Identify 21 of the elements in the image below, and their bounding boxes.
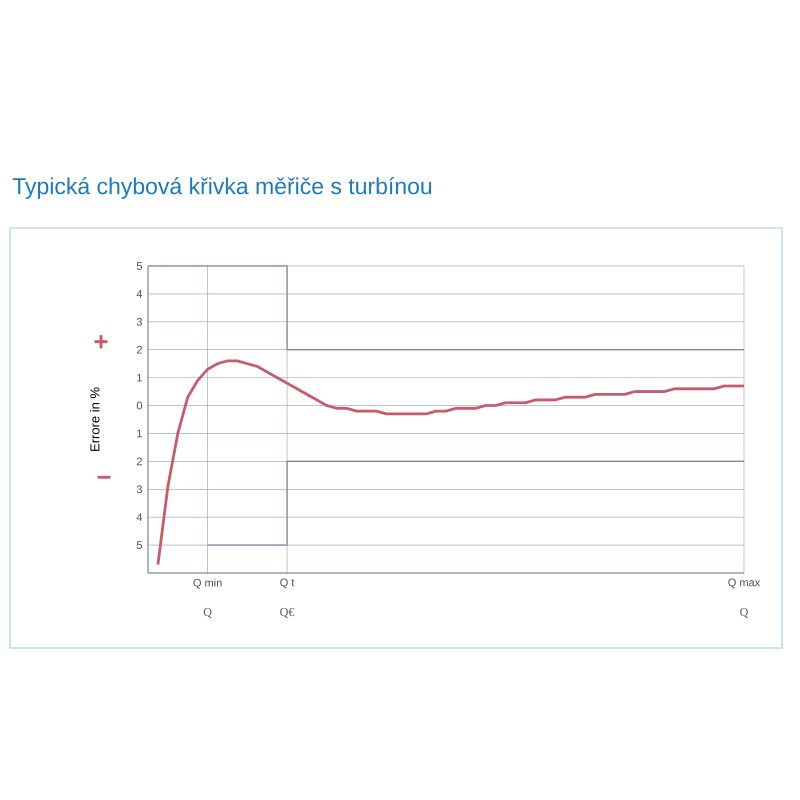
y-tick-label: 5 xyxy=(136,541,142,549)
y-axis-title: Errore in % xyxy=(90,387,100,451)
chart-title: Typická chybová křivka měřiče s turbínou xyxy=(12,177,432,199)
y-tick-label: 2 xyxy=(136,346,142,354)
y-tick-label: 3 xyxy=(136,485,142,494)
y-tick-label: 5 xyxy=(136,262,142,270)
x-tick-label: Q max xyxy=(728,578,760,588)
y-tick-label: 2 xyxy=(136,458,142,466)
y-tick-label: 4 xyxy=(136,513,142,521)
y-tick-label: 0 xyxy=(136,402,142,410)
text: Q xyxy=(204,608,212,618)
y-tick-label: 3 xyxy=(136,318,142,326)
text: + xyxy=(94,335,108,348)
y-tick-label: 1 xyxy=(137,374,142,382)
y-tick-label: 4 xyxy=(136,290,142,298)
text: Q xyxy=(740,608,748,618)
x-tick-label: Q min xyxy=(193,578,222,589)
y-tick-label: 1 xyxy=(137,430,142,438)
text: Q€ xyxy=(280,608,294,618)
text: − xyxy=(97,476,111,479)
x-tick-label: Q t xyxy=(280,578,294,588)
